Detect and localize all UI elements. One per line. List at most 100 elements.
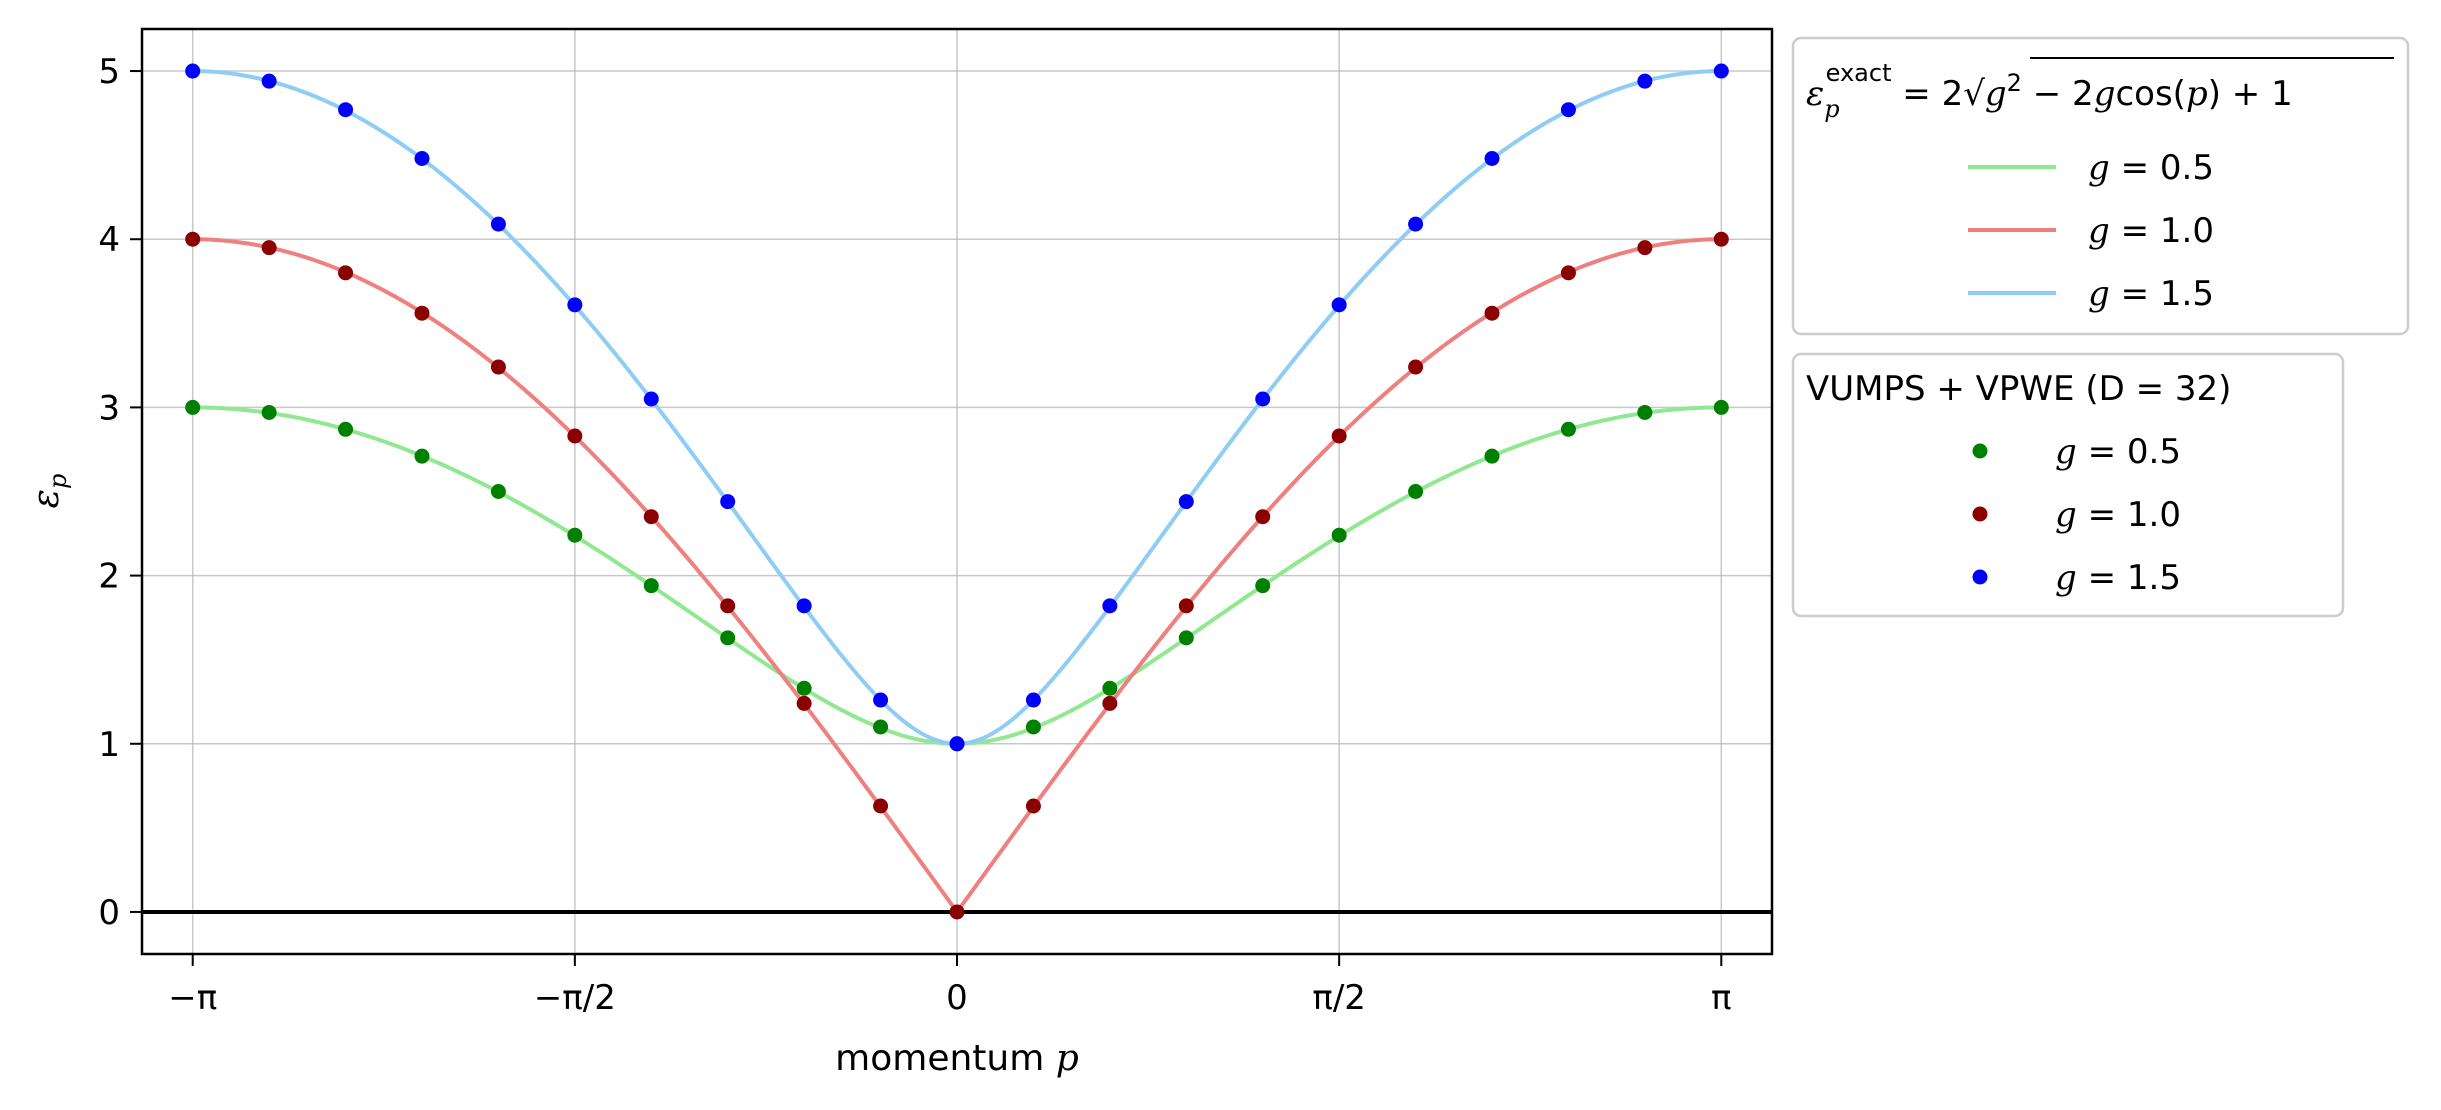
legend-exact-entry-label: g = 1.0 [2088,211,2214,251]
data-point-series-0 [1025,719,1041,735]
x-axis-label-var: p [1056,1038,1079,1079]
x-axis-label-text: momentum [835,1038,1044,1079]
legend-numeric: VUMPS + VPWE (D = 32) g = 0.5 g = 1.0 g = … [1791,352,2345,618]
x-axis: −π −π/2 0 π/2 π [168,954,1732,1018]
x-tick-label: π/2 [1312,978,1366,1018]
data-point-series-1 [1484,305,1500,321]
data-point-series-1 [1025,798,1041,814]
legend-numeric-frame [1791,352,2345,618]
data-point-series-2 [873,692,889,708]
legend-exact-entry-label: g = 0.5 [2088,148,2214,188]
legend-exact-entry-label: g = 1.5 [2088,274,2214,314]
data-point-series-1 [567,428,583,444]
data-point-series-2 [1484,151,1500,166]
data-point-series-0 [414,448,430,464]
legend-exact-title: εpexact = 2√g2 − 2gcos(p) + 1 [1806,59,2293,123]
legend-numeric-entry: g = 1.5 [1972,558,2181,598]
legend-numeric-entry: g = 0.5 [1972,432,2181,472]
data-point-series-2 [1331,297,1347,313]
data-point-series-2 [1713,63,1729,79]
data-point-series-2 [490,216,506,232]
data-point-series-2 [1637,73,1653,89]
data-point-series-1 [1408,359,1424,375]
data-point-series-0 [567,527,583,543]
data-point-series-1 [873,798,889,814]
y-tick-label: 5 [98,52,120,92]
x-tick-label: π [1711,978,1731,1018]
data-point-series-1 [338,265,354,281]
data-point-series-2 [1408,216,1424,232]
data-point-series-1 [720,598,736,614]
grid [142,29,1772,954]
y-tick-label: 4 [98,220,120,260]
y-tick-label: 1 [98,725,120,765]
y-tick-label: 3 [98,388,120,428]
y-tick-label: 0 [98,893,120,933]
data-point-series-1 [796,695,812,711]
legend-numeric-title: VUMPS + VPWE (D = 32) [1806,369,2231,409]
y-axis: 0 1 2 3 4 5 [98,52,142,933]
data-point-series-1 [261,240,277,256]
data-point-series-2 [720,494,736,510]
data-point-series-0 [1331,527,1347,543]
legend-numeric-entry: g = 1.0 [1972,495,2181,535]
legend-exact-entry: g = 1.5 [1968,274,2214,314]
data-point-series-0 [1637,404,1653,420]
y-axis-label-symbol: ε [26,489,67,508]
legend-numeric-swatch [1972,569,1988,585]
data-point-series-1 [1637,240,1653,256]
data-point-series-2 [643,391,659,407]
data-point-series-0 [1484,448,1500,464]
legend-exact-entry: g = 0.5 [1968,148,2214,188]
data-point-series-0 [338,421,354,437]
data-point-series-2 [338,102,354,118]
data-point-series-0 [261,404,277,420]
data-point-series-0 [643,578,659,594]
x-axis-label: momentum p [835,1038,1079,1079]
legend-numeric-swatch [1972,443,1988,459]
data-point-series-2 [185,63,201,79]
data-point-series-1 [1102,695,1118,711]
data-point-series-2 [1025,692,1041,708]
x-tick-label: −π/2 [534,978,616,1018]
data-point-series-1 [1560,265,1576,281]
data-point-series-1 [414,305,430,321]
legend-numeric-entry-label: g = 0.5 [2055,432,2181,472]
data-point-series-2 [1178,494,1194,510]
numeric-points [185,63,1729,920]
data-point-series-0 [1560,421,1576,437]
data-point-series-0 [1178,630,1194,646]
data-point-series-0 [796,680,812,696]
data-point-series-2 [567,297,583,313]
data-point-series-2 [949,736,965,752]
data-point-series-1 [1331,428,1347,444]
data-point-series-2 [261,73,277,89]
data-point-series-2 [1560,102,1576,118]
data-point-series-1 [643,509,659,525]
data-point-series-1 [1713,231,1729,247]
data-point-series-2 [796,598,812,614]
legend-exact-entry: g = 1.0 [1968,211,2214,251]
legend-numeric-swatch [1972,506,1988,522]
legend-exact-frame [1791,36,2410,336]
data-point-series-0 [1408,484,1424,499]
y-axis-label-subscript: p [44,474,72,489]
y-axis-label: εp [26,474,72,509]
data-point-series-0 [873,719,889,735]
x-tick-label: 0 [946,978,968,1018]
data-point-series-0 [185,399,201,415]
data-point-series-0 [1713,399,1729,415]
y-tick-label: 2 [98,557,120,597]
x-tick-label: −π [168,978,217,1018]
legend-numeric-entry-label: g = 1.5 [2055,558,2181,598]
data-point-series-1 [1178,598,1194,614]
data-point-series-1 [490,359,506,375]
legend-exact: εpexact = 2√g2 − 2gcos(p) + 1 g = 0.5 g =… [1791,36,2410,336]
data-point-series-1 [185,231,201,247]
data-point-series-2 [414,151,430,166]
data-point-series-1 [1255,509,1271,525]
data-point-series-0 [1102,680,1118,696]
data-point-series-0 [490,484,506,499]
data-point-series-2 [1255,391,1271,407]
legend-numeric-entry-label: g = 1.0 [2055,495,2181,535]
